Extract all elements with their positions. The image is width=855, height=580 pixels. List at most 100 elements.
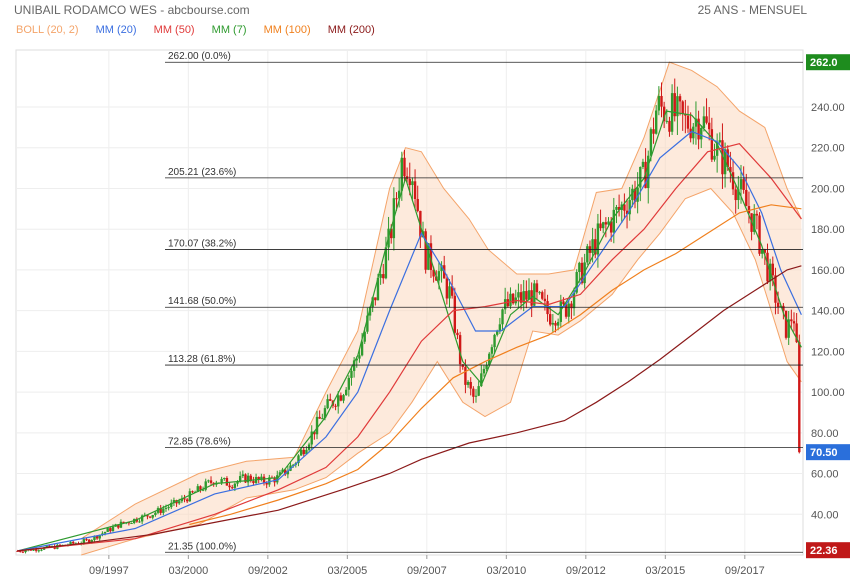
candle-body <box>721 140 724 175</box>
candle-body <box>586 246 589 263</box>
candle-body <box>40 549 43 551</box>
y-tick-label: 100.00 <box>811 387 845 399</box>
candle-body <box>37 550 40 552</box>
candle-body <box>281 469 284 473</box>
candle-body <box>109 528 112 532</box>
candle-body <box>299 449 303 456</box>
candle-body <box>382 274 385 279</box>
candle-body <box>400 157 404 191</box>
y-tick-label: 120.00 <box>811 346 845 358</box>
candle-body <box>790 319 793 322</box>
candle-body <box>432 269 435 277</box>
candle-body <box>339 395 343 401</box>
fib-label: 205.21 (23.6%) <box>168 167 236 178</box>
candle-body <box>241 474 245 477</box>
candle-body <box>291 464 295 466</box>
legend-item-mm50[interactable]: MM (50) <box>153 24 195 36</box>
candle-body <box>122 521 125 524</box>
x-tick-label: 03/2015 <box>645 565 685 577</box>
candle-body <box>313 431 316 435</box>
candle-body <box>87 539 91 543</box>
candle-body <box>207 480 210 482</box>
candle-body <box>384 247 388 279</box>
candle-body <box>413 181 417 199</box>
legend-item-mm100[interactable]: MM (100) <box>263 24 311 36</box>
series-line-mm-7- <box>17 110 802 552</box>
candle-body <box>106 528 109 532</box>
candle-body <box>535 283 539 293</box>
candle-body <box>469 381 472 389</box>
legend-item-mm7[interactable]: MM (7) <box>211 24 247 36</box>
candle-body <box>101 533 104 535</box>
candle-body <box>525 291 528 300</box>
candle-body <box>199 486 202 490</box>
candle-body <box>127 522 131 524</box>
candle-body <box>329 399 332 401</box>
candle-body <box>16 550 19 552</box>
candle-body <box>604 222 608 225</box>
candle-body <box>599 223 602 229</box>
candle-body <box>631 188 634 201</box>
x-tick-label: 09/2017 <box>725 565 765 577</box>
fib-label: 141.68 (50.0%) <box>168 296 236 307</box>
candle-body <box>668 120 671 132</box>
candle-body <box>660 95 663 107</box>
candle-body <box>657 95 661 111</box>
x-tick-label: 09/2012 <box>566 565 606 577</box>
candle-body <box>376 277 380 301</box>
candle-body <box>498 324 502 331</box>
candle-body <box>416 198 419 211</box>
candle-body <box>572 292 576 309</box>
candle-body <box>737 189 740 201</box>
candle-body <box>636 187 639 202</box>
candle-body <box>95 535 99 539</box>
candle-body <box>541 292 544 299</box>
fib-label: 72.85 (78.6%) <box>168 436 231 447</box>
candle-body <box>662 106 666 122</box>
candle-body <box>713 155 716 160</box>
candle-body <box>209 480 213 483</box>
candle-body <box>625 210 629 215</box>
candle-body <box>252 481 255 483</box>
candle-body <box>379 274 382 278</box>
candle-body <box>763 249 767 253</box>
bollinger-upper-line <box>80 61 802 540</box>
legend-item-boll[interactable]: BOLL (20, 2) <box>16 24 79 36</box>
candle-body <box>162 508 165 513</box>
candle-body <box>464 366 467 385</box>
candle-body <box>458 335 462 365</box>
candle-body <box>170 502 173 508</box>
candle-body <box>493 334 496 348</box>
candle-body <box>654 110 658 134</box>
candle-body <box>183 498 186 500</box>
candle-body <box>19 550 22 552</box>
candle-body <box>48 545 51 548</box>
fib-label: 113.28 (61.8%) <box>168 354 236 365</box>
candle-body <box>363 331 366 342</box>
fib-label: 262.00 (0.0%) <box>168 51 231 62</box>
candle-body <box>238 476 242 482</box>
candle-body <box>456 332 459 336</box>
candle-body <box>98 534 101 539</box>
legend-item-mm20[interactable]: MM (20) <box>95 24 137 36</box>
candle-body <box>527 290 531 300</box>
candle-body <box>522 291 525 303</box>
candle-body <box>503 299 507 310</box>
candle-body <box>220 478 223 483</box>
candle-body <box>164 507 168 509</box>
candle-body <box>538 292 541 294</box>
candle-body <box>440 265 443 272</box>
candle-body <box>58 544 62 546</box>
candle-body <box>342 395 345 401</box>
candle-body <box>103 531 107 534</box>
candle-body <box>154 512 157 516</box>
candle-body <box>368 307 372 316</box>
candle-body <box>24 550 27 553</box>
candle-body <box>776 302 780 308</box>
candle-body <box>390 228 393 239</box>
candle-body <box>334 405 337 407</box>
legend-item-mm200[interactable]: MM (200) <box>327 24 375 36</box>
candle-body <box>729 166 732 173</box>
candle-body <box>223 478 226 480</box>
